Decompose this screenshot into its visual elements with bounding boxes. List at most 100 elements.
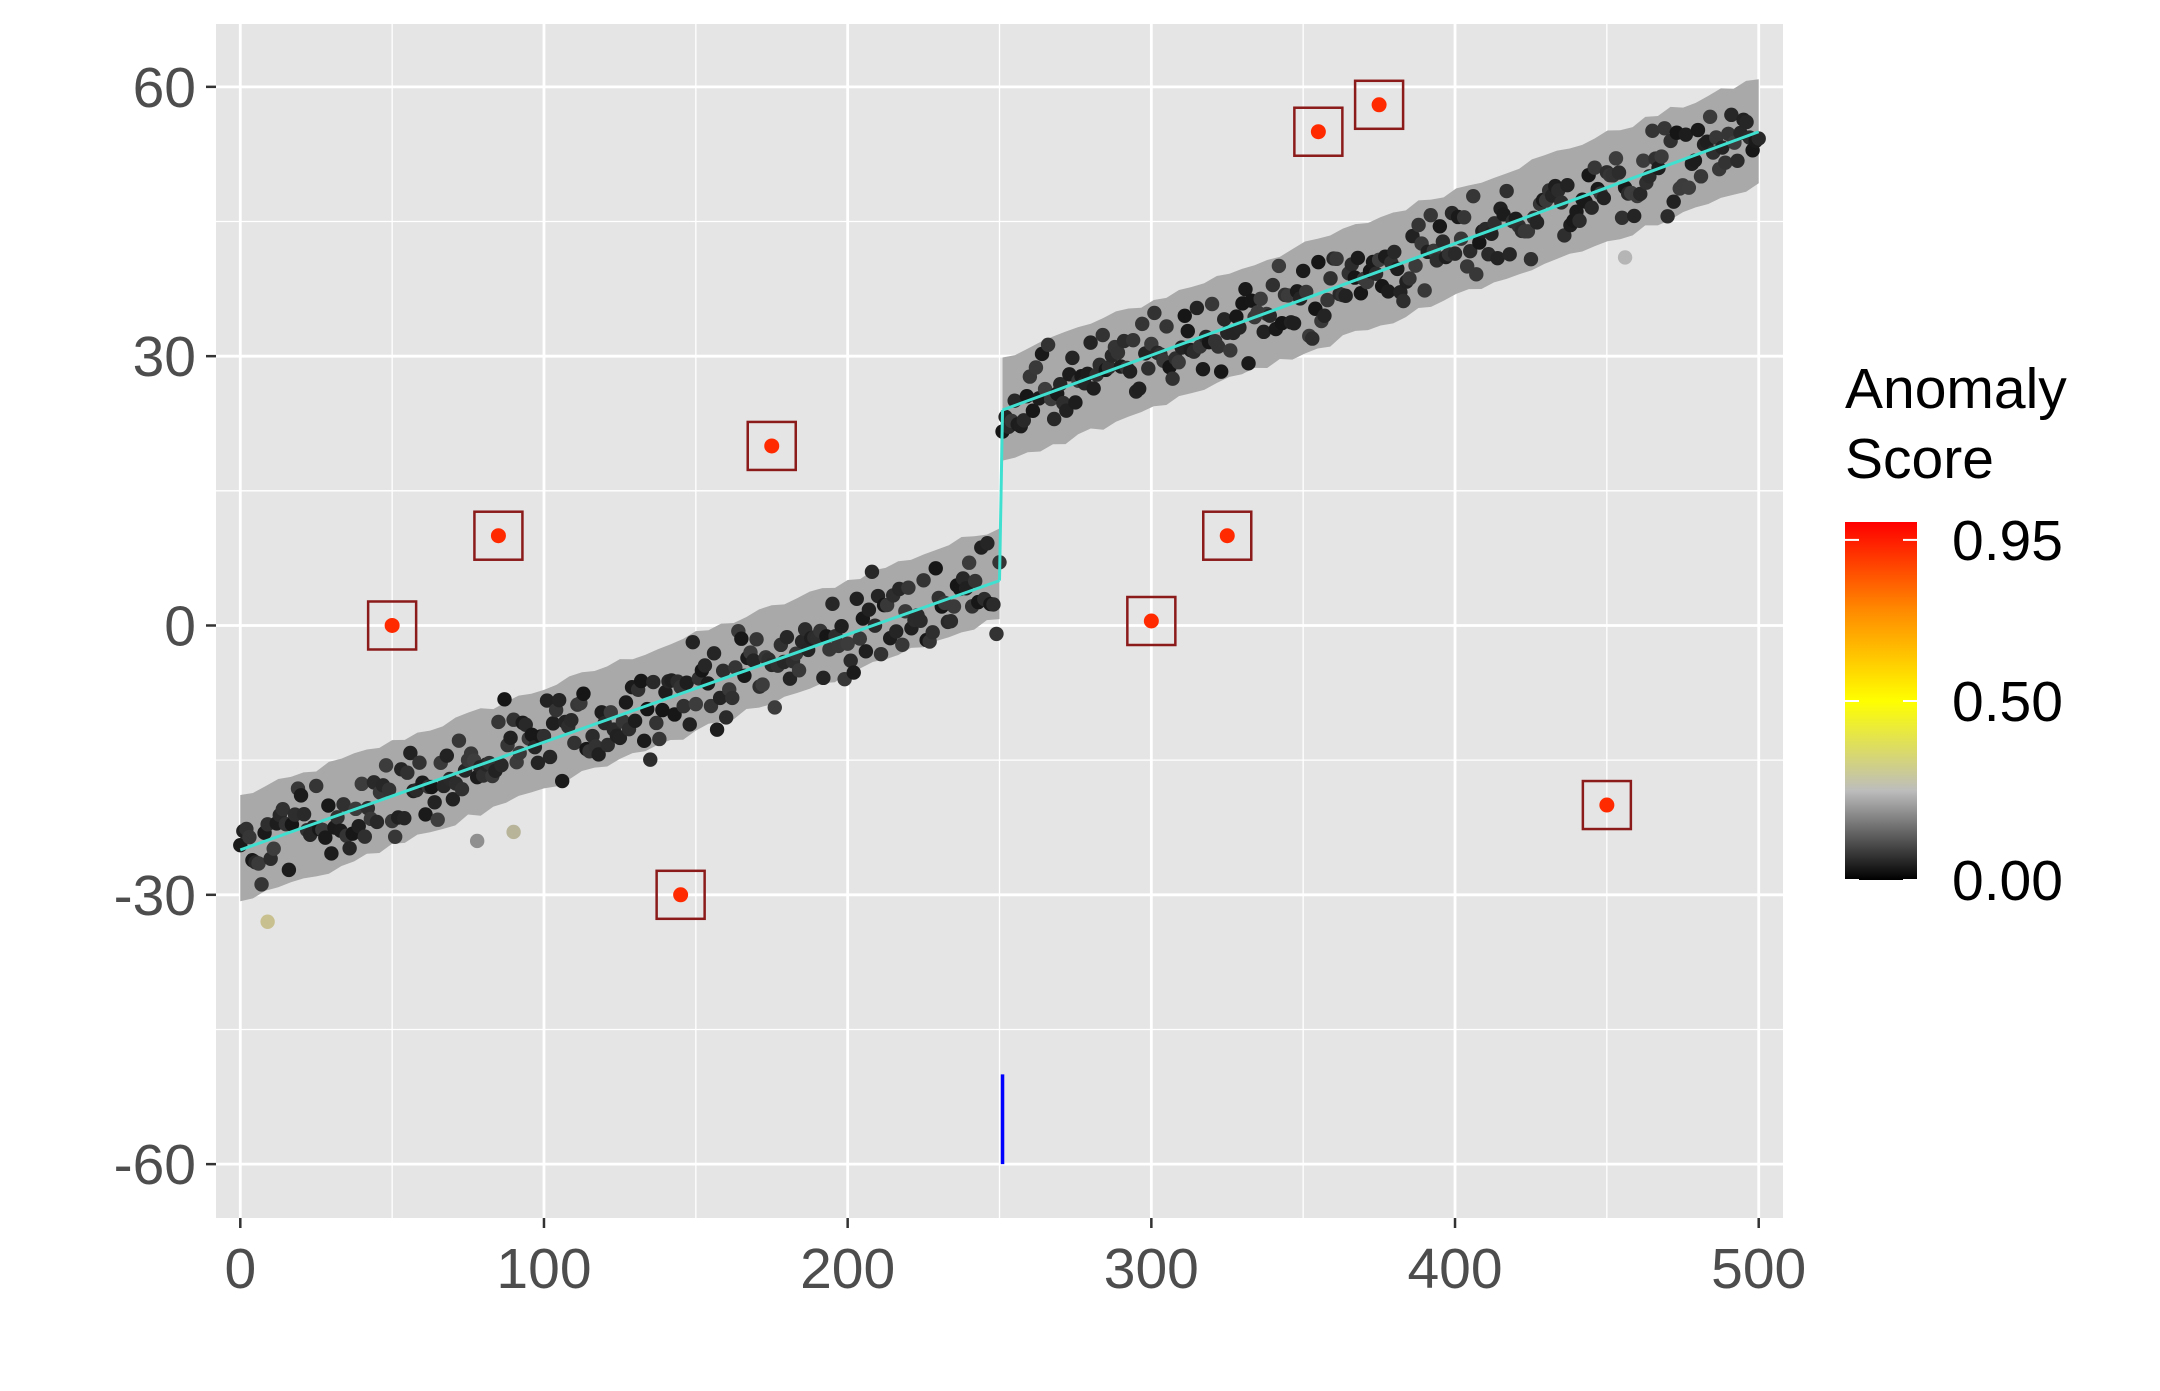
data-point bbox=[612, 730, 628, 746]
low-score-point bbox=[260, 914, 275, 929]
data-point bbox=[1466, 188, 1481, 204]
data-point bbox=[649, 715, 664, 731]
data-point bbox=[254, 877, 269, 892]
legend-title: Anomaly bbox=[1845, 357, 2067, 421]
data-point bbox=[652, 731, 667, 747]
data-point bbox=[1338, 288, 1353, 304]
data-point bbox=[749, 632, 764, 647]
data-point bbox=[706, 646, 722, 661]
data-point bbox=[1229, 309, 1244, 324]
data-point bbox=[387, 829, 403, 844]
low-score-point bbox=[469, 833, 485, 849]
data-point bbox=[494, 757, 509, 773]
data-point bbox=[1614, 210, 1630, 226]
data-point bbox=[1693, 169, 1709, 184]
data-point bbox=[718, 710, 734, 725]
x-tick-label: 100 bbox=[496, 1237, 591, 1301]
data-point bbox=[834, 619, 849, 634]
data-point bbox=[852, 631, 868, 646]
data-point bbox=[454, 781, 470, 797]
data-point bbox=[925, 625, 940, 640]
trend-line-jump bbox=[998, 410, 1005, 581]
data-point bbox=[1028, 360, 1044, 375]
data-point bbox=[782, 671, 798, 686]
data-point bbox=[1678, 127, 1694, 142]
trend-line-layer bbox=[239, 130, 1760, 1165]
data-point bbox=[1159, 319, 1174, 334]
data-point bbox=[1690, 122, 1706, 138]
data-point bbox=[1110, 345, 1126, 360]
data-point bbox=[591, 747, 606, 762]
data-point bbox=[655, 702, 670, 718]
data-point bbox=[1608, 151, 1624, 166]
data-point bbox=[1350, 250, 1366, 266]
data-point bbox=[1469, 267, 1484, 282]
data-point bbox=[1016, 413, 1031, 428]
data-point bbox=[1353, 286, 1369, 301]
data-point bbox=[627, 713, 643, 729]
data-point bbox=[545, 716, 561, 731]
data-point bbox=[1636, 153, 1651, 168]
data-point bbox=[491, 714, 506, 730]
data-point bbox=[734, 631, 749, 646]
data-point bbox=[1499, 183, 1514, 199]
data-point bbox=[551, 692, 567, 708]
data-point bbox=[1083, 335, 1098, 350]
data-point bbox=[1238, 282, 1253, 297]
anomaly-box bbox=[655, 869, 706, 921]
anomaly-box bbox=[1353, 79, 1405, 131]
anomaly-box bbox=[746, 420, 797, 472]
data-point bbox=[1147, 305, 1162, 321]
data-point bbox=[1387, 244, 1402, 260]
data-point bbox=[1502, 247, 1517, 262]
data-point bbox=[403, 745, 418, 761]
data-point bbox=[309, 778, 324, 794]
data-point bbox=[1223, 343, 1238, 358]
anomaly-box bbox=[1202, 510, 1253, 561]
data-point bbox=[1141, 361, 1156, 376]
anomaly-point bbox=[1143, 613, 1159, 629]
data-point bbox=[636, 733, 652, 749]
data-point bbox=[1681, 180, 1697, 195]
data-point bbox=[1210, 339, 1226, 354]
data-point bbox=[1490, 250, 1505, 266]
data-point bbox=[946, 599, 962, 614]
x-tick-label: 500 bbox=[1711, 1237, 1806, 1301]
data-point bbox=[296, 807, 312, 822]
data-point bbox=[825, 596, 840, 612]
data-point bbox=[354, 776, 369, 792]
data-point bbox=[633, 673, 649, 689]
data-point bbox=[1135, 316, 1150, 332]
data-point bbox=[336, 797, 351, 812]
data-point bbox=[445, 792, 461, 807]
x-tick-label: 200 bbox=[800, 1237, 895, 1301]
data-point bbox=[451, 733, 467, 748]
data-point bbox=[600, 737, 615, 753]
data-point bbox=[767, 700, 782, 715]
data-point bbox=[1417, 283, 1432, 298]
data-point bbox=[791, 663, 807, 678]
axes: 0 100 200 300 400 500 -60 -30 0 30 60 bbox=[114, 56, 1807, 1301]
data-point bbox=[980, 536, 995, 551]
data-point bbox=[1432, 219, 1448, 234]
data-point bbox=[412, 755, 427, 770]
data-point bbox=[846, 665, 861, 680]
data-point bbox=[1213, 364, 1229, 379]
anomaly-point bbox=[1371, 97, 1387, 113]
data-point bbox=[1645, 123, 1660, 139]
data-point bbox=[497, 692, 512, 707]
y-tick-label: 0 bbox=[164, 594, 196, 658]
data-point bbox=[728, 660, 743, 675]
data-point bbox=[1730, 153, 1745, 169]
data-point bbox=[849, 591, 864, 606]
data-point bbox=[943, 614, 959, 629]
data-point bbox=[1724, 107, 1739, 123]
data-point bbox=[1596, 190, 1612, 206]
data-point bbox=[1572, 213, 1587, 228]
data-point bbox=[1125, 332, 1141, 348]
low-score-point bbox=[1617, 250, 1633, 265]
data-point bbox=[1286, 316, 1302, 331]
data-point bbox=[840, 636, 855, 651]
data-point bbox=[1660, 209, 1675, 224]
data-point bbox=[321, 798, 336, 813]
